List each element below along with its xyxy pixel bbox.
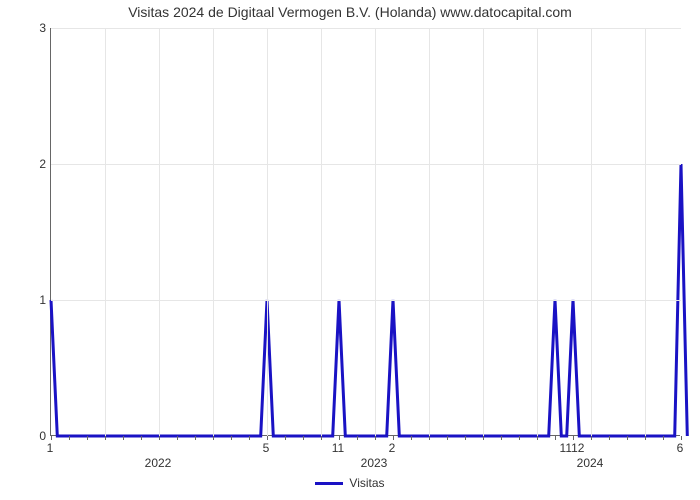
gridline-v — [483, 28, 484, 436]
legend-label: Visitas — [349, 476, 384, 490]
series-line — [51, 28, 681, 436]
x-tick-mark — [483, 436, 484, 440]
x-tick-mark — [357, 436, 358, 440]
gridline-v — [159, 28, 160, 436]
x-tick-mark — [681, 436, 682, 440]
x-tick-mark — [231, 436, 232, 440]
x-tick-mark — [393, 436, 394, 440]
x-tick-mark — [213, 436, 214, 440]
y-tick-label: 2 — [30, 157, 46, 171]
x-tick-mark — [555, 436, 556, 440]
gridline-v — [591, 28, 592, 436]
y-tick-label: 1 — [30, 293, 46, 307]
x-tick-mark — [573, 436, 574, 440]
gridline-v — [213, 28, 214, 436]
chart-container: Visitas 2024 de Digitaal Vermogen B.V. (… — [0, 0, 700, 500]
x-tick-mark — [123, 436, 124, 440]
y-tick-label: 3 — [30, 21, 46, 35]
x-tick-mark — [69, 436, 70, 440]
x-month-label: 1 — [47, 441, 54, 455]
legend-swatch — [315, 482, 343, 485]
x-tick-mark — [177, 436, 178, 440]
x-tick-mark — [339, 436, 340, 440]
gridline-v — [267, 28, 268, 436]
x-tick-mark — [609, 436, 610, 440]
x-tick-mark — [501, 436, 502, 440]
x-tick-mark — [105, 436, 106, 440]
x-tick-mark — [537, 436, 538, 440]
x-tick-mark — [645, 436, 646, 440]
x-tick-mark — [447, 436, 448, 440]
x-tick-mark — [51, 436, 52, 440]
x-month-label: 1112 — [560, 441, 585, 455]
gridline-v — [429, 28, 430, 436]
gridline-v — [321, 28, 322, 436]
gridline-v — [537, 28, 538, 436]
x-tick-mark — [519, 436, 520, 440]
x-year-label: 2022 — [145, 456, 172, 470]
x-tick-mark — [663, 436, 664, 440]
gridline-v — [105, 28, 106, 436]
x-month-label: 2 — [389, 441, 396, 455]
plot-area — [50, 28, 680, 436]
chart-title: Visitas 2024 de Digitaal Vermogen B.V. (… — [0, 4, 700, 20]
gridline-v — [375, 28, 376, 436]
x-tick-mark — [591, 436, 592, 440]
x-tick-mark — [285, 436, 286, 440]
gridline-v — [645, 28, 646, 436]
gridline-h — [51, 300, 681, 301]
x-tick-mark — [87, 436, 88, 440]
x-tick-mark — [465, 436, 466, 440]
legend: Visitas — [0, 476, 700, 490]
x-tick-mark — [195, 436, 196, 440]
x-month-label: 6 — [677, 441, 684, 455]
x-tick-mark — [303, 436, 304, 440]
x-tick-mark — [411, 436, 412, 440]
x-tick-mark — [141, 436, 142, 440]
x-tick-mark — [429, 436, 430, 440]
y-tick-label: 0 — [30, 429, 46, 443]
x-tick-mark — [627, 436, 628, 440]
x-tick-mark — [375, 436, 376, 440]
x-year-label: 2023 — [361, 456, 388, 470]
x-tick-mark — [321, 436, 322, 440]
x-tick-mark — [249, 436, 250, 440]
gridline-h — [51, 28, 681, 29]
x-month-label: 11 — [332, 441, 344, 455]
x-tick-mark — [159, 436, 160, 440]
x-year-label: 2024 — [577, 456, 604, 470]
gridline-h — [51, 164, 681, 165]
x-month-label: 5 — [263, 441, 270, 455]
x-tick-mark — [267, 436, 268, 440]
